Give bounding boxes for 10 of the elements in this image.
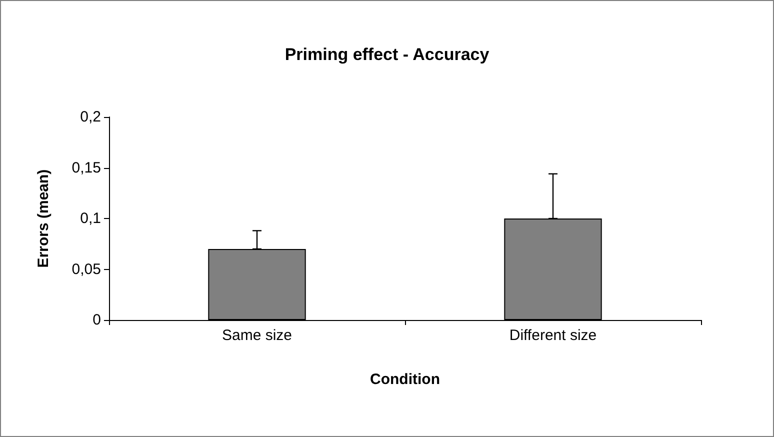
chart-title: Priming effect - Accuracy — [284, 45, 490, 64]
y-tick-label: 0,05 — [72, 260, 101, 278]
x-tick-label: Same size — [222, 327, 292, 344]
y-tick-label: 0,1 — [80, 210, 101, 227]
x-axis-title: Condition — [370, 371, 440, 388]
y-tick-label: 0,2 — [80, 108, 101, 126]
y-axis-title: Errors (mean) — [35, 169, 52, 268]
y-tick-label: 0,15 — [72, 159, 101, 176]
x-tick-label: Different size — [509, 327, 597, 344]
y-tick-label: 0 — [92, 312, 101, 328]
